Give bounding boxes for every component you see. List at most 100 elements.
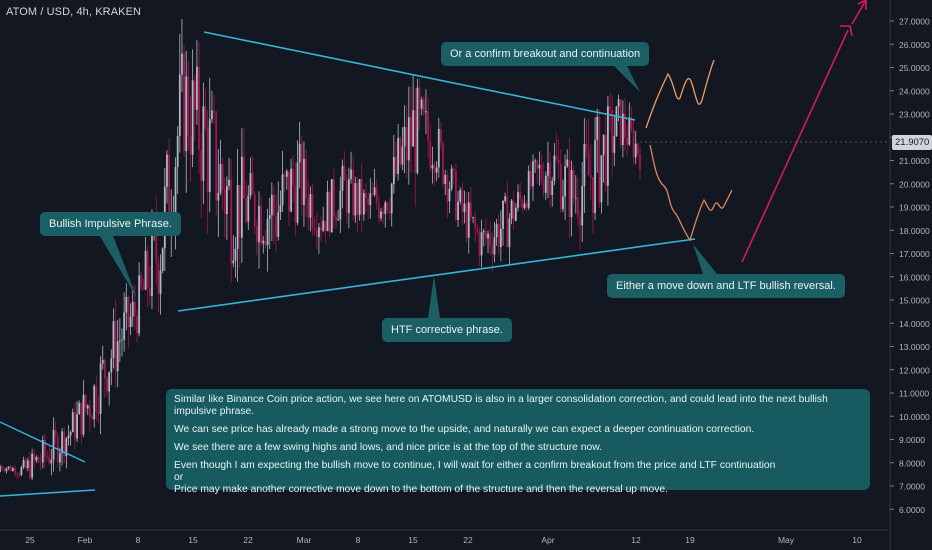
notes-paragraph-1: Similar like Binance Coin price action, … bbox=[174, 394, 828, 417]
candle-body bbox=[510, 200, 513, 219]
candle-body bbox=[634, 143, 637, 158]
candle-body bbox=[93, 385, 96, 420]
candle-body bbox=[39, 462, 42, 464]
callout-move-down[interactable]: Either a move down and LTF bullish rever… bbox=[607, 274, 845, 298]
candle-body bbox=[347, 179, 350, 214]
x-tick-label: 10 bbox=[852, 535, 862, 545]
candle-body bbox=[472, 217, 474, 218]
candle-body bbox=[136, 315, 138, 334]
candle-body bbox=[566, 159, 569, 167]
callout-impulsive[interactable]: Bullish Impulsive Phrase. bbox=[40, 212, 181, 236]
candle-body bbox=[341, 165, 344, 191]
candle-body bbox=[204, 106, 207, 128]
candle-body bbox=[562, 196, 564, 210]
candle-body bbox=[309, 193, 312, 218]
candle-body bbox=[69, 432, 72, 436]
trendline-upper bbox=[203, 31, 636, 121]
candle-body bbox=[142, 286, 145, 290]
notes-paragraph-5: Price may make another corrective move d… bbox=[174, 484, 668, 495]
candle-body bbox=[185, 76, 188, 152]
candle-body bbox=[273, 194, 275, 217]
candle-body bbox=[322, 220, 325, 231]
candle-body bbox=[418, 87, 421, 109]
candle-body bbox=[14, 468, 16, 474]
candle-body bbox=[3, 469, 6, 472]
candle-body bbox=[557, 159, 560, 165]
candle-body bbox=[474, 217, 477, 229]
candle-body bbox=[517, 192, 519, 208]
candle-body bbox=[262, 240, 265, 244]
candle-body bbox=[399, 137, 402, 165]
candle-body bbox=[596, 117, 599, 141]
callout-breakout[interactable]: Or a confirm breakout and continuation bbox=[441, 42, 650, 66]
notes-paragraph-3: We see there are a few swing highs and l… bbox=[174, 442, 602, 453]
candle-body bbox=[101, 359, 104, 364]
candle-body bbox=[467, 202, 470, 238]
analysis-notes[interactable]: Similar like Binance Coin price action, … bbox=[166, 389, 870, 495]
candle-body bbox=[26, 460, 29, 468]
candle-body bbox=[193, 80, 196, 110]
candle-body bbox=[131, 302, 134, 317]
candle-body bbox=[303, 158, 305, 206]
candle-body bbox=[572, 170, 575, 198]
candle-body bbox=[114, 321, 117, 372]
candle-body bbox=[444, 174, 447, 184]
candle-body bbox=[255, 226, 258, 243]
candle-body bbox=[112, 321, 115, 359]
projection-breakout bbox=[645, 59, 715, 129]
candle-body bbox=[326, 192, 329, 232]
candle-body bbox=[20, 467, 23, 476]
candle-body bbox=[144, 250, 147, 290]
candle-body bbox=[103, 359, 106, 378]
candle-body bbox=[611, 109, 614, 153]
candle-body bbox=[345, 180, 348, 214]
candle-body bbox=[243, 156, 245, 199]
candle-body bbox=[50, 459, 53, 464]
candle-body bbox=[238, 185, 241, 238]
x-tick-label: 22 bbox=[463, 535, 473, 545]
candle-body bbox=[258, 206, 260, 243]
candle-body bbox=[527, 171, 530, 208]
candle-body bbox=[178, 74, 181, 137]
candle-body bbox=[589, 175, 592, 178]
candle-body bbox=[46, 456, 48, 458]
candle-body bbox=[76, 414, 78, 439]
arrow-up-head bbox=[840, 25, 853, 37]
callout-breakout-pointer bbox=[610, 62, 640, 92]
candle-body bbox=[478, 232, 481, 256]
candle-body bbox=[388, 210, 391, 214]
candle-body bbox=[532, 161, 534, 187]
candle-body bbox=[78, 402, 81, 415]
candle-body bbox=[536, 160, 539, 169]
candle-body bbox=[285, 171, 288, 177]
candle-body bbox=[519, 192, 522, 199]
candle-body bbox=[585, 143, 588, 152]
candle-body bbox=[221, 164, 224, 189]
symbol-title: ATOM / USD, 4h, KRAKEN bbox=[6, 6, 142, 18]
candle-body bbox=[380, 211, 382, 219]
candle-body bbox=[247, 195, 250, 222]
x-tick-label: 25 bbox=[25, 535, 35, 545]
candle-body bbox=[493, 237, 496, 255]
candle-body bbox=[91, 416, 93, 420]
candle-body bbox=[11, 468, 14, 471]
candle-body bbox=[300, 143, 303, 206]
candle-body bbox=[63, 431, 66, 456]
candle-body bbox=[223, 188, 226, 215]
candle-body bbox=[577, 197, 579, 218]
candle-body bbox=[484, 231, 487, 239]
candle-body bbox=[294, 185, 297, 223]
candle-body bbox=[240, 156, 243, 238]
candle-body bbox=[127, 296, 130, 328]
x-tick-label: Apr bbox=[541, 535, 554, 545]
candle-body bbox=[604, 134, 607, 186]
candle-body bbox=[416, 87, 419, 173]
candle-body bbox=[266, 219, 269, 246]
candle-body bbox=[427, 111, 429, 142]
candle-body bbox=[352, 169, 355, 216]
callout-corrective[interactable]: HTF corrective phrase. bbox=[382, 318, 512, 342]
candle-body bbox=[497, 223, 500, 247]
candle-body bbox=[187, 76, 190, 137]
y-tick-label: 21.0000 bbox=[899, 156, 930, 166]
